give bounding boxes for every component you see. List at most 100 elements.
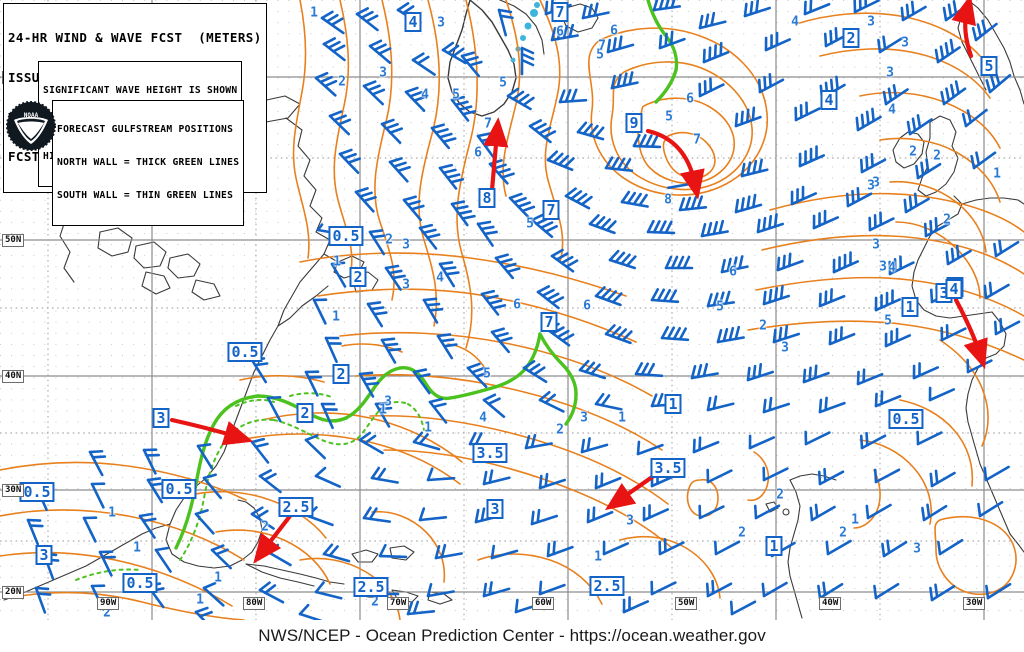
wave-height-callout[interactable]: 0.5 <box>19 482 55 502</box>
wave-height-callout[interactable]: 2.5 <box>353 577 389 597</box>
contour-value-label: 2 <box>371 594 379 610</box>
lat-tick-30n: 30N <box>2 484 25 497</box>
contour-value-label: 2 <box>738 525 746 541</box>
wave-height-callout[interactable]: 7 <box>540 312 558 332</box>
wave-height-callout[interactable]: 0.5 <box>122 573 158 593</box>
note-line-1: SIGNIFICANT WAVE HEIGHT IS SHOWN <box>43 85 238 96</box>
contour-value-label: 3 <box>872 237 880 253</box>
contour-value-label: 5 <box>716 299 724 315</box>
contour-value-label: 2 <box>909 144 917 160</box>
contour-value-label: 1 <box>196 592 204 608</box>
contour-value-label: 3 <box>781 340 789 356</box>
contour-value-label: 6 <box>686 91 694 107</box>
contour-value-label: 5 <box>499 75 507 91</box>
contour-value-label: 3 <box>402 277 410 293</box>
wave-height-callout[interactable]: 1 <box>765 536 783 556</box>
contour-value-label: 2 <box>261 519 269 535</box>
wave-height-callout[interactable]: 2 <box>349 267 367 287</box>
contour-value-label: 6 <box>556 24 564 40</box>
wave-height-callout[interactable]: 0.5 <box>161 479 197 499</box>
wave-height-callout[interactable]: 8 <box>478 188 496 208</box>
lon-tick-60w: 60W <box>532 597 555 610</box>
lon-tick-30w: 30W <box>963 597 986 610</box>
wave-height-callout[interactable]: 0.5 <box>328 226 364 246</box>
footer-credit-text: NWS/NCEP - Ocean Prediction Center - htt… <box>258 626 766 645</box>
title-line-1: 24-HR WIND & WAVE FCST (METERS) <box>8 30 262 46</box>
wave-height-callout[interactable]: 3.5 <box>472 443 508 463</box>
contour-value-label: 8 <box>664 192 672 208</box>
contour-value-label: 3 <box>872 175 880 191</box>
wave-height-callout[interactable]: 3 <box>35 545 53 565</box>
wave-height-callout[interactable]: 4 <box>820 90 838 110</box>
map-canvas[interactable]: 1343653234545767687655231431665234325323… <box>0 0 1024 620</box>
contour-value-label: 3 <box>867 14 875 30</box>
gulfstream-north-wall <box>174 0 679 550</box>
wave-height-callout[interactable]: 5 <box>980 56 998 76</box>
wave-height-callout[interactable]: 3 <box>152 408 170 428</box>
contour-value-label: 3 <box>384 394 392 410</box>
contour-value-label: 2 <box>759 318 767 334</box>
lon-tick-70w: 70W <box>387 597 410 610</box>
contour-value-label: 1 <box>310 5 318 21</box>
contour-value-label: 1 <box>214 570 222 586</box>
contour-value-label: 4 <box>421 87 429 103</box>
lat-tick-50n: 50N <box>2 234 25 247</box>
contour-value-label: 1 <box>851 512 859 528</box>
wave-callout-arrow-layer <box>169 0 988 564</box>
wave-height-callout[interactable]: 3 <box>486 499 504 519</box>
contour-value-label: 1 <box>993 166 1001 182</box>
wave-height-callout[interactable]: 1 <box>901 297 919 317</box>
wave-height-callout[interactable]: 7 <box>551 2 569 22</box>
wave-height-callout[interactable]: 2 <box>332 364 350 384</box>
wave-height-callout[interactable]: 2 <box>842 28 860 48</box>
lon-tick-40w: 40W <box>819 597 842 610</box>
contour-value-label: 1 <box>424 420 432 436</box>
contour-value-label: 5 <box>526 216 534 232</box>
wave-height-contour-layer <box>0 0 1024 620</box>
contour-value-label: 4 <box>479 410 487 426</box>
wave-height-callout[interactable]: 0.5 <box>227 342 263 362</box>
contour-value-label: 3 <box>379 65 387 81</box>
wave-height-callout[interactable]: 2 <box>296 403 314 423</box>
gulfstream-south-wall <box>75 392 425 581</box>
contour-value-label: 2 <box>338 74 346 90</box>
wave-height-callout[interactable]: 9 <box>625 113 643 133</box>
wave-height-callout[interactable]: 7 <box>542 200 560 220</box>
wave-height-callout[interactable]: 4 <box>945 279 963 299</box>
contour-value-label: 1 <box>332 309 340 325</box>
contour-value-label: 3 <box>580 410 588 426</box>
wave-height-callout[interactable]: 2.5 <box>589 576 625 596</box>
contour-value-label: 2 <box>943 212 951 228</box>
contour-value-label: 4 <box>436 270 444 286</box>
wave-height-callout[interactable]: 0.5 <box>888 409 924 429</box>
contour-value-label: 6 <box>513 297 521 313</box>
contour-value-label: 3 <box>913 541 921 557</box>
wave-height-callout[interactable]: 1 <box>664 394 682 414</box>
gulfstream-line-1: FORECAST GULFSTREAM POSITIONS <box>57 124 234 135</box>
lon-tick-90w: 90W <box>97 597 120 610</box>
contour-value-label: 4 <box>791 14 799 30</box>
contour-value-label: 2 <box>776 487 784 503</box>
contour-value-label: 1 <box>133 540 141 556</box>
contour-value-label: 3 <box>402 237 410 253</box>
contour-value-label: 6 <box>583 298 591 314</box>
contour-value-label: 3 <box>886 65 894 81</box>
footer-bar: NWS/NCEP - Ocean Prediction Center - htt… <box>0 620 1024 652</box>
contour-value-label: 6 <box>474 145 482 161</box>
contour-value-label: 3 <box>879 259 887 275</box>
contour-value-label: 2 <box>933 148 941 164</box>
contour-value-label: 5 <box>596 47 604 63</box>
gulfstream-line-3-south: SOUTH WALL = THIN GREEN LINES <box>57 190 234 201</box>
wave-height-callout[interactable]: 4 <box>404 12 422 32</box>
contour-value-label: 1 <box>108 505 116 521</box>
wave-height-callout[interactable]: 3.5 <box>650 458 686 478</box>
gulfstream-layer <box>75 0 679 581</box>
contour-value-label: 5 <box>452 87 460 103</box>
contour-value-label: 2 <box>839 525 847 541</box>
contour-value-label: 3 <box>626 513 634 529</box>
wave-height-callout[interactable]: 2.5 <box>278 497 314 517</box>
gulfstream-line-2-north: NORTH WALL = THICK GREEN LINES <box>57 157 240 168</box>
contour-value-label: 7 <box>598 38 606 54</box>
contour-value-label: 6 <box>729 264 737 280</box>
contour-value-label: 2 <box>556 422 564 438</box>
